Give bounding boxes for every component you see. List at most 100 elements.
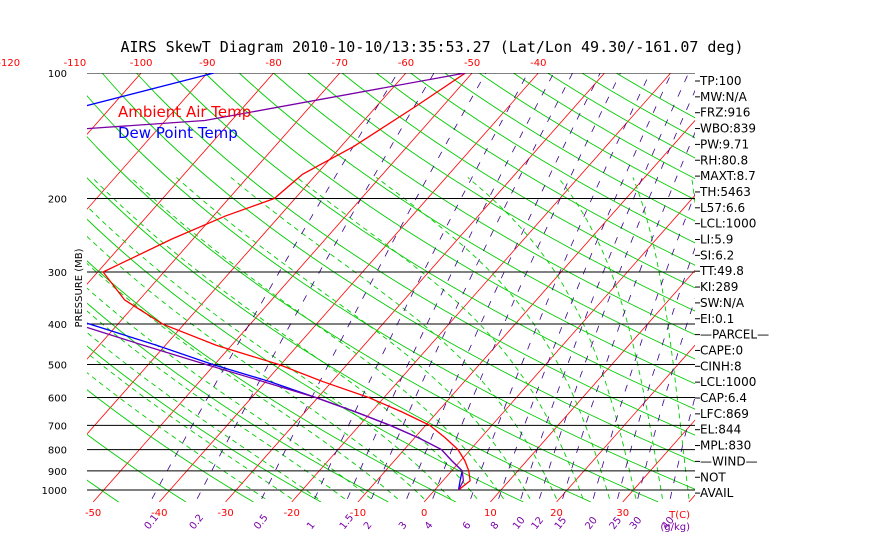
mixing-ratio-line: [617, 247, 695, 499]
index-label: PW:9.71: [700, 137, 749, 151]
mixing-ratio-label: 6: [461, 520, 474, 532]
index-label: MAXT:8.7: [700, 169, 756, 183]
dry-adiabats: [87, 73, 695, 502]
index-label: MPL:830: [700, 439, 751, 453]
bottom-temp-tick: 20: [550, 508, 563, 519]
index-label: CAP:6.4: [700, 391, 747, 405]
moist-adiabat-line: [87, 205, 451, 500]
index-label: —WIND—: [700, 454, 758, 468]
top-temp-tick: -60: [398, 58, 414, 69]
pressure-tick-label: 400: [48, 320, 67, 331]
top-temp-tick: -40: [530, 58, 546, 69]
isotherm-line: [556, 344, 695, 502]
bottom-temperature-ticks: -50 -40 -30 -20 -10 0 10 20 30: [85, 508, 629, 519]
moist-adiabat-line: [87, 262, 398, 500]
moist-adiabat-line: [376, 177, 610, 499]
chart-title: AIRS SkewT Diagram 2010-10-10/13:35:53.2…: [120, 38, 743, 56]
dry-adiabat-line: [87, 302, 389, 502]
mixing-ratio-line: [432, 73, 621, 499]
mixing-ratio-line: [539, 89, 695, 499]
index-label: AVAIL: [700, 486, 734, 500]
index-label: MW:N/A: [700, 90, 748, 104]
moist-adiabat-line: [91, 177, 478, 500]
bottom-temp-tick: -10: [350, 508, 366, 519]
dry-adiabat-line: [410, 73, 695, 244]
moist-adiabats: [87, 177, 695, 500]
moist-adiabat-line: [87, 331, 319, 500]
mixing-ratio-line: [592, 192, 695, 499]
index-label: CINH:8: [700, 359, 742, 373]
dry-adiabat-line: [87, 218, 524, 502]
dry-adiabat-line: [87, 95, 695, 490]
pressure-tick-label: 100: [48, 69, 67, 80]
mixing-ratio-label: 4: [423, 520, 436, 532]
moist-adiabat-line: [130, 177, 504, 500]
dry-adiabat-line: [444, 73, 695, 222]
plot-area: [87, 73, 695, 502]
index-label: LCL:1000: [700, 375, 756, 389]
dry-adiabat-line: [478, 73, 695, 201]
bottom-temp-tick: 10: [484, 508, 497, 519]
mixing-ratio-label: 1: [305, 520, 318, 532]
isotherm-line: [87, 73, 208, 210]
top-temp-tick: -100: [130, 58, 153, 69]
dry-adiabat-line: [87, 136, 659, 502]
legend-dew-point-temp: Dew Point Temp: [118, 124, 238, 142]
mixing-ratio-line: [470, 73, 651, 499]
isotherm-line: [87, 73, 274, 285]
moist-adiabat-line: [557, 177, 663, 499]
index-label: LCL:1000: [700, 217, 756, 231]
mixing-ratio-unit: (g/kg): [660, 522, 690, 533]
series-0-line: [102, 73, 471, 491]
index-label: WBO:839: [700, 122, 756, 136]
dry-adiabat-line: [238, 73, 695, 360]
pressure-tick-label: 700: [48, 421, 67, 432]
dry-adiabat-line: [87, 177, 591, 502]
top-temp-tick: -110: [64, 58, 87, 69]
moist-adiabat-line: [87, 352, 292, 500]
pressure-tick-label: 500: [48, 360, 67, 371]
bottom-temp-tick: -30: [217, 508, 233, 519]
isotherm-line: [87, 73, 407, 435]
moist-adiabat-line: [176, 177, 531, 500]
mixing-ratio-line: [562, 131, 695, 499]
top-temp-tick: -70: [332, 58, 348, 69]
top-temp-tick: -50: [464, 58, 480, 69]
dry-adiabat-line: [101, 73, 695, 463]
index-label: NOT: [700, 470, 726, 484]
index-label: RH:80.8: [700, 153, 748, 167]
moist-adiabat-line: [467, 177, 637, 499]
dry-adiabat-line: [307, 73, 695, 312]
mixing-ratio-label: 3: [397, 520, 410, 532]
pressure-tick-label: 800: [48, 446, 67, 457]
index-label: —PARCEL—: [700, 328, 769, 342]
mixing-ratio-lines: [151, 73, 695, 499]
mixing-ratio-line: [520, 73, 689, 499]
index-label: L57:6.6: [700, 201, 745, 215]
index-label: TH:5463: [699, 185, 751, 199]
dry-adiabat-line: [376, 73, 695, 266]
index-label: SW:N/A: [700, 296, 745, 310]
bottom-temp-tick: -40: [151, 508, 167, 519]
isotherm-line: [622, 419, 695, 502]
mixing-ratio-line: [371, 73, 573, 499]
index-label: LI:5.9: [700, 233, 733, 247]
isotherm-line: [159, 73, 539, 502]
mixing-ratio-line: [314, 73, 529, 499]
x-axis-label: T(C): [668, 510, 690, 521]
dry-adiabat-line: [87, 260, 457, 502]
isotherm-line: [225, 73, 605, 502]
moist-adiabat-line: [230, 177, 557, 499]
pressure-tick-label: 200: [48, 195, 67, 206]
index-label: SI:6.2: [700, 248, 734, 262]
isotherm-line: [291, 73, 672, 502]
top-temp-tick: -120: [0, 58, 20, 69]
isotherm-line: [87, 73, 341, 360]
moist-adiabat-line: [87, 235, 425, 500]
index-label: KI:289: [700, 280, 738, 294]
bottom-temp-tick: 30: [616, 508, 629, 519]
index-label: TT:49.8: [699, 264, 744, 278]
mixing-ratio-label: 8: [489, 520, 502, 532]
dry-adiabat-line: [341, 73, 695, 289]
